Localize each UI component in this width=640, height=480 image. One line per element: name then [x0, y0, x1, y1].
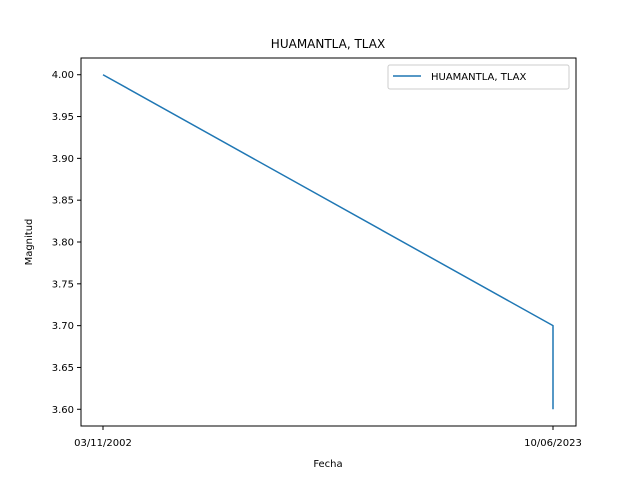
y-tick-label: 3.75 — [52, 279, 74, 290]
series-layer — [102, 74, 554, 410]
y-tick-label: 3.65 — [52, 363, 74, 374]
series-line — [102, 74, 554, 410]
y-tick-label: 3.60 — [52, 405, 74, 416]
legend-label: HUAMANTLA, TLAX — [431, 72, 526, 83]
x-axis-label: Fecha — [313, 459, 342, 470]
y-axis-label: Magnitud — [24, 219, 35, 266]
y-tick-label: 3.80 — [52, 238, 74, 249]
y-tick-label: 3.90 — [52, 154, 74, 165]
y-tick-label: 3.85 — [52, 196, 74, 207]
y-tick-label: 4.00 — [52, 70, 74, 81]
y-tick-label: 3.95 — [52, 112, 74, 123]
legend-box — [387, 64, 570, 90]
legend: HUAMANTLA, TLAX — [387, 64, 570, 90]
x-tick-label: 10/06/2023 — [524, 438, 582, 449]
x-tick-label: 03/11/2002 — [74, 438, 132, 449]
y-axis: 3.60 3.65 3.70 3.75 3.80 3.85 3.90 3.95 4.00 — [52, 70, 81, 416]
chart-title: HUAMANTLA, TLAX — [271, 37, 385, 51]
y-tick-label: 3.70 — [52, 321, 74, 332]
x-axis: 03/11/2002 10/06/2023 — [74, 426, 582, 449]
